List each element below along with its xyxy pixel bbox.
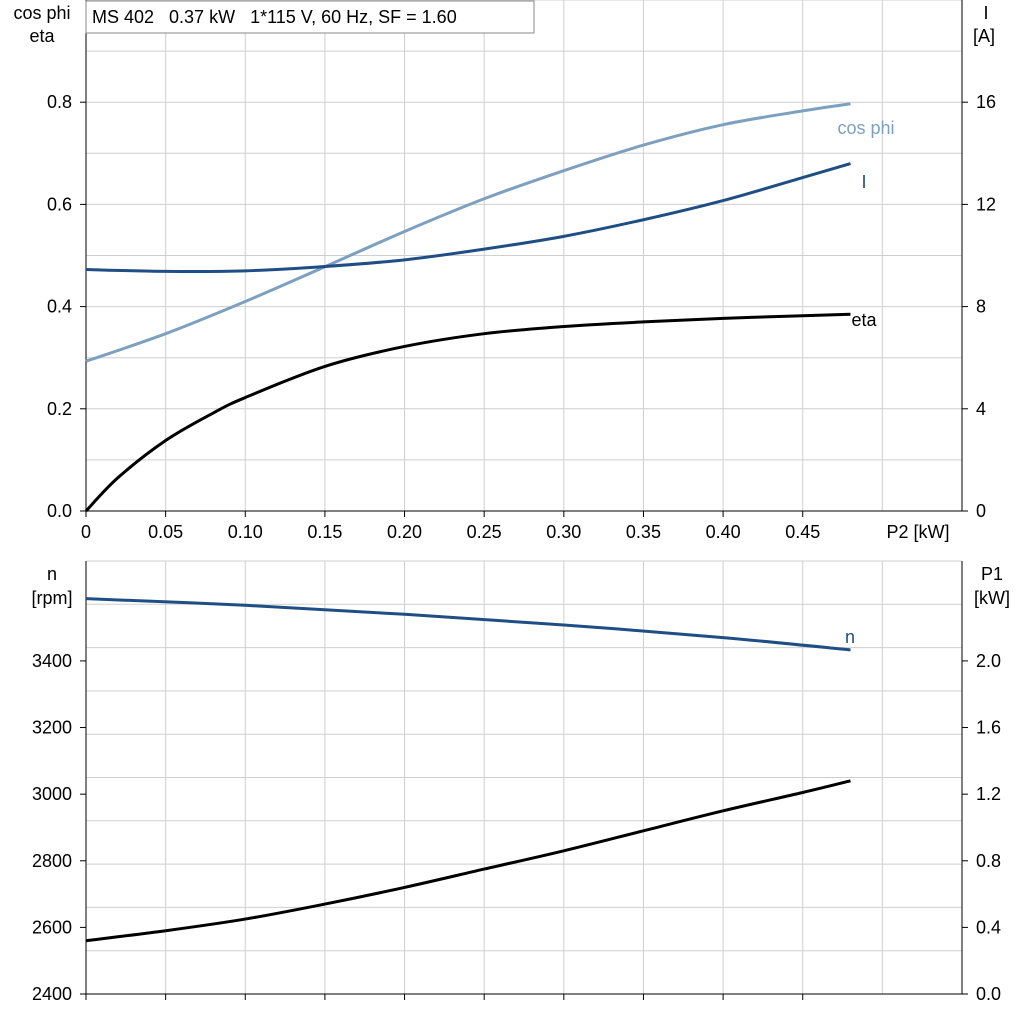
top-left-tick-label: 0.2 [47,399,72,419]
axes-labels: 0.0 0.2 0.4 0.6 0.8 0 4 8 12 16 0 0.05 0.10 0.15 0.20 0… [32,92,1001,1004]
bottom-right-tick-label: 2.0 [976,651,1001,671]
eta-curve-label: eta [851,310,877,330]
top-left-tick-label: 0.8 [47,92,72,112]
bottom-right-tick-label: 0.0 [976,984,1001,1004]
speed-curve [85,597,851,652]
top-right-axis-title-line2: [A] [973,26,995,46]
top-left-axis-title-line2: eta [29,26,55,46]
bottom-right-tick-label: 1.2 [976,784,1001,804]
chart-title: MS 402 0.37 kW 1*115 V, 60 Hz, SF = 1.60 [92,7,457,27]
top-panel-grid [80,0,968,517]
bottom-right-tick-label: 1.6 [976,718,1001,738]
bottom-right-axis-title-line2: [kW] [974,588,1010,608]
top-left-tick-label: 0.4 [47,297,72,317]
bottom-left-tick-label: 2600 [32,917,72,937]
bottom-panel-grid [80,560,968,1000]
x-tick-label: 0.05 [148,522,183,542]
top-left-tick-label: 0.6 [47,194,72,214]
eta-curve [84,312,851,513]
top-right-tick-label: 0 [976,501,986,521]
bottom-left-tick-label: 2800 [32,851,72,871]
x-tick-label: 0.45 [785,522,820,542]
cos-phi-curve-label: cos phi [837,118,894,138]
bottom-right-tick-label: 0.8 [976,851,1001,871]
bottom-right-axis-title-line1: P1 [981,564,1003,584]
bottom-left-axis-title-line2: [rpm] [31,588,72,608]
bottom-left-tick-label: 3200 [32,718,72,738]
x-tick-label: 0.25 [467,522,502,542]
top-right-tick-label: 16 [976,92,996,112]
x-tick-label: 0.10 [228,522,263,542]
current-curve [85,162,851,273]
x-tick-label: 0.15 [307,522,342,542]
cos-phi-curve [85,102,851,363]
x-tick-label: 0.30 [546,522,581,542]
x-tick-label: 0.40 [706,522,741,542]
bottom-left-tick-label: 2400 [32,984,72,1004]
chart-title-box [85,0,535,34]
top-right-axis-title-line1: I [983,3,988,23]
p1-curve [85,779,851,943]
x-tick-label: 0 [81,522,91,542]
top-left-axis-title-line1: cos phi [13,3,70,23]
bottom-left-tick-label: 3400 [32,651,72,671]
bottom-left-tick-label: 3000 [32,784,72,804]
x-tick-label: 0.35 [626,522,661,542]
x-tick-label: 0.20 [387,522,422,542]
top-right-tick-label: 12 [976,194,996,214]
speed-curve-label: n [845,627,855,647]
bottom-right-tick-label: 0.4 [976,917,1001,937]
bottom-panel-curves [85,597,851,943]
top-left-tick-label: 0.0 [47,501,72,521]
current-curve-label: I [861,172,866,192]
top-panel-curves [84,102,851,513]
top-right-tick-label: 8 [976,297,986,317]
bottom-left-axis-title-line1: n [47,564,57,584]
top-right-tick-label: 4 [976,399,986,419]
x-axis-title: P2 [kW] [886,522,949,542]
